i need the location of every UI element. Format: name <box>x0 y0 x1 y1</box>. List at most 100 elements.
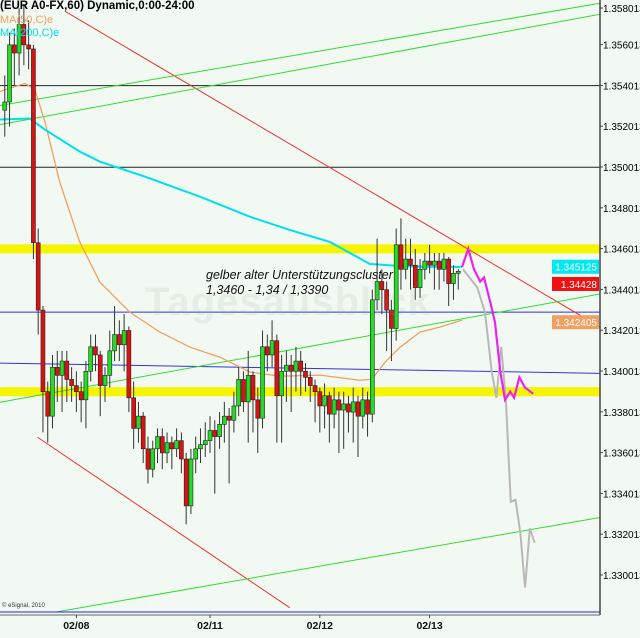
y-tick-label: 1.350013 <box>603 163 640 174</box>
candle-body <box>245 375 251 403</box>
y-tick-label: 1.330013 <box>603 571 640 582</box>
watermark-logo: Tagesausblick <box>145 280 431 324</box>
price-tag-label: 1.342405 <box>555 318 597 329</box>
candle-body <box>50 366 55 417</box>
trend-line <box>0 2 600 106</box>
candle-body <box>2 101 8 111</box>
candle-body <box>241 379 246 403</box>
candle-body <box>45 391 51 417</box>
candle-body <box>374 281 380 301</box>
candle-body <box>350 401 356 413</box>
candle-body <box>217 424 222 437</box>
candle-body <box>107 350 113 376</box>
candle-body <box>169 442 175 450</box>
candle-body <box>150 448 156 470</box>
annotation-line-2: 1,3460 - 1,34 / 1,3390 <box>206 283 329 297</box>
candle-body <box>159 436 165 454</box>
candle-body <box>212 430 218 437</box>
trend-line <box>64 10 600 328</box>
candle-body <box>455 271 461 274</box>
candle-body <box>403 258 409 270</box>
chart-annotation: gelber alter Unterstützungscluster 1,346… <box>206 268 393 298</box>
y-tick-label: 1.336013 <box>603 449 640 460</box>
candle-body <box>40 309 46 392</box>
annotation-line-1: gelber alter Unterstützungscluster <box>206 268 393 282</box>
candle-body <box>26 44 31 50</box>
candle-body <box>322 395 327 407</box>
candle-body <box>183 458 189 507</box>
candle-body <box>193 448 199 460</box>
candle-body <box>155 436 160 450</box>
candle-body <box>59 360 65 376</box>
candle-body <box>355 401 361 417</box>
candle-body <box>284 364 289 372</box>
trend-line <box>37 436 291 609</box>
candle-body <box>174 440 179 450</box>
y-tick-label: 1.352013 <box>603 122 640 133</box>
candle-body <box>7 44 12 103</box>
candle-body <box>64 360 70 380</box>
candle-body <box>422 260 428 270</box>
candle-body <box>21 24 27 46</box>
candle-body <box>102 375 108 386</box>
candle-body <box>16 24 22 54</box>
candle-body <box>69 379 74 386</box>
candle-body <box>441 258 447 270</box>
price-tag <box>552 276 599 291</box>
candle-body <box>31 48 36 244</box>
candle-body <box>389 309 394 329</box>
candle-body <box>12 44 17 54</box>
copyright: © eSignal, 2010 <box>2 603 45 609</box>
candle-body <box>97 354 103 386</box>
candle-body <box>274 340 280 397</box>
candle-body <box>269 340 275 356</box>
candle-body <box>74 385 79 392</box>
candle-body <box>35 242 41 311</box>
candle-body <box>265 346 270 356</box>
candle-body <box>412 264 418 288</box>
candle-body <box>250 375 256 401</box>
candle-body <box>207 430 213 441</box>
candle-body <box>126 330 132 399</box>
candle-body <box>164 442 170 454</box>
candle-body <box>83 370 89 401</box>
candle-body <box>417 268 423 288</box>
candle-body <box>408 258 413 266</box>
x-tick-label: 02/08 <box>63 620 89 632</box>
forecast-primary-line <box>461 245 534 403</box>
candle-body <box>222 415 227 425</box>
candle-body <box>398 244 404 270</box>
candle-body <box>88 346 93 372</box>
candle-body <box>279 370 284 397</box>
y-tick-label: 1.340013 <box>603 367 640 378</box>
x-tick-label: 02/13 <box>416 620 442 632</box>
candle-body <box>327 395 332 415</box>
candle-body <box>451 273 456 284</box>
candle-body <box>384 289 389 311</box>
candle-body <box>188 458 194 507</box>
candle-body <box>255 399 261 419</box>
candle-body <box>226 415 232 421</box>
candle-body <box>393 244 399 329</box>
x-tick-label: 02/11 <box>197 620 223 632</box>
candle-body <box>365 399 370 415</box>
candle-body <box>260 346 265 419</box>
candle-body <box>336 399 342 411</box>
candle-body <box>370 299 375 415</box>
candle-body <box>112 334 117 352</box>
candle-body <box>117 334 122 346</box>
candle-body <box>303 370 308 378</box>
candle-body <box>140 415 146 450</box>
price-tag-label: 1.345125 <box>555 263 597 274</box>
candle-body <box>231 405 237 421</box>
y-tick-label: 1.348013 <box>603 204 640 215</box>
trend-line <box>53 517 600 612</box>
y-tick-label: 1.344013 <box>603 285 640 296</box>
candle-body <box>136 415 141 429</box>
candle-body <box>379 281 385 290</box>
candle-body <box>341 403 346 411</box>
candle-body <box>121 330 127 346</box>
y-tick-label: 1.338013 <box>603 408 640 419</box>
candle-body <box>54 366 60 376</box>
